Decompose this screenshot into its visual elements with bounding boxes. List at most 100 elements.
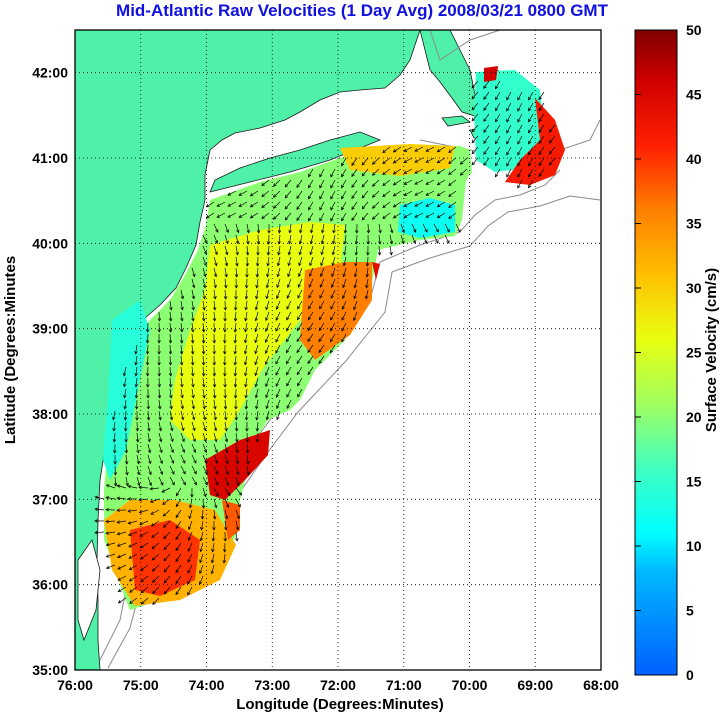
velocity-arrow — [233, 322, 238, 333]
velocity-arrow — [212, 509, 217, 520]
velocity-arrow — [158, 465, 164, 475]
velocity-arrow — [538, 135, 545, 145]
velocity-arrow — [188, 520, 193, 531]
velocity-arrow — [169, 432, 174, 443]
velocity-arrow — [147, 432, 151, 443]
velocity-arrow — [245, 443, 250, 454]
velocity-arrow — [351, 212, 358, 221]
velocity-arrow — [180, 311, 184, 322]
velocity-arrow — [244, 366, 248, 377]
x-tick-label: 73:00 — [254, 677, 290, 693]
velocity-arrow — [528, 102, 534, 112]
velocity-arrow — [202, 267, 207, 278]
velocity-arrow — [191, 311, 195, 322]
velocity-arrow — [202, 432, 207, 443]
speed-zone-38 — [222, 500, 240, 540]
velocity-arrow — [233, 344, 237, 355]
velocity-arrow — [331, 234, 336, 245]
velocity-arrow — [296, 190, 303, 199]
velocity-arrow — [343, 223, 348, 234]
velocity-arrow — [243, 344, 248, 355]
velocity-arrow — [382, 190, 391, 197]
velocity-arrow — [124, 454, 129, 465]
velocity-arrow — [276, 399, 281, 410]
velocity-arrow — [168, 333, 173, 344]
velocity-arrow — [146, 410, 151, 421]
velocity-arrow — [319, 201, 325, 211]
velocity-arrow — [246, 223, 250, 234]
velocity-arrow — [377, 245, 382, 256]
velocity-arrow — [149, 487, 160, 491]
velocity-arrow — [233, 355, 237, 366]
velocity-arrow — [191, 289, 196, 300]
velocity-arrow — [471, 124, 479, 133]
speed-zone-44 — [372, 262, 380, 280]
velocity-arrow — [318, 355, 325, 365]
velocity-arrow — [471, 146, 479, 155]
velocity-arrow — [124, 443, 129, 454]
velocity-arrow — [128, 542, 138, 548]
velocity-arrow — [459, 168, 468, 176]
velocity-arrow — [286, 289, 292, 299]
velocity-arrow — [169, 388, 173, 399]
velocity-arrow — [298, 234, 303, 245]
velocity-arrow — [123, 399, 127, 410]
velocity-arrow — [140, 586, 149, 594]
velocity-arrow — [382, 179, 391, 186]
velocity-arrow — [169, 399, 173, 410]
velocity-arrow — [191, 454, 197, 464]
velocity-arrow — [459, 157, 468, 165]
velocity-arrow — [190, 355, 195, 366]
velocity-arrow — [296, 355, 303, 365]
velocity-arrow — [211, 531, 216, 542]
velocity-arrow — [425, 157, 435, 163]
velocity-arrow — [180, 476, 186, 486]
velocity-arrow — [265, 410, 270, 421]
velocity-arrow — [538, 91, 545, 101]
velocity-arrow — [341, 179, 347, 189]
marthas-vineyard — [441, 115, 471, 127]
velocity-arrow — [272, 190, 281, 198]
velocity-arrow — [169, 410, 174, 421]
velocity-arrow — [343, 245, 347, 256]
velocity-arrow — [366, 245, 370, 256]
velocity-arrow — [105, 553, 116, 558]
velocity-arrow — [224, 454, 229, 465]
velocity-arrow — [146, 388, 150, 399]
velocity-arrow — [309, 234, 314, 245]
velocity-arrow — [365, 267, 369, 278]
velocity-arrow — [157, 388, 162, 399]
velocity-arrow — [378, 234, 382, 245]
speed-zone-20 — [104, 146, 472, 610]
velocity-arrow — [245, 432, 250, 443]
velocity-arrow — [319, 179, 325, 189]
velocity-arrow — [538, 168, 545, 178]
velocity-arrow — [134, 377, 138, 388]
velocity-arrow — [330, 179, 336, 189]
velocity-arrow — [238, 190, 248, 196]
velocity-arrow — [135, 421, 140, 432]
velocity-arrow — [275, 300, 281, 310]
velocity-arrow — [548, 124, 556, 133]
velocity-arrow — [319, 289, 325, 299]
velocity-arrow — [187, 553, 193, 563]
velocity-arrow — [223, 311, 227, 322]
velocity-arrow — [318, 344, 325, 354]
velocity-arrow — [199, 542, 204, 553]
velocity-arrow — [308, 300, 314, 310]
velocity-arrow — [223, 366, 227, 377]
velocity-arrow — [471, 91, 479, 100]
velocity-arrow — [495, 91, 501, 101]
velocity-arrow — [235, 498, 241, 508]
velocity-arrow — [414, 179, 424, 185]
velocity-arrow — [116, 484, 127, 489]
velocity-arrow — [495, 124, 501, 134]
velocity-arrow — [238, 201, 248, 207]
velocity-arrow — [425, 212, 435, 218]
velocity-arrow — [235, 465, 240, 476]
velocity-arrow — [495, 102, 501, 112]
velocity-arrow — [267, 224, 271, 234]
velocity-arrow — [308, 278, 314, 288]
velocity-arrow — [151, 553, 160, 561]
velocity-arrow — [255, 289, 259, 300]
